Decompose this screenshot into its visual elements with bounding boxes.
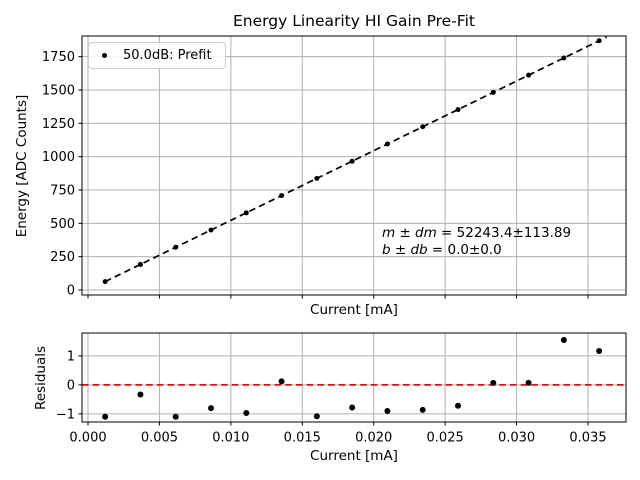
x-tick-label: 0.005	[141, 431, 178, 446]
y-tick-label: 250	[50, 250, 75, 265]
residuals-y-axis-label: Residuals	[33, 345, 49, 411]
y-tick-label: 1	[67, 349, 75, 364]
data-point	[420, 124, 426, 130]
x-tick-label: 0.030	[498, 431, 535, 446]
annotation-intercept-line: b ± db = 0.0±0.0	[382, 242, 571, 259]
y-tick-label: 1500	[42, 84, 75, 99]
data-point	[596, 38, 602, 44]
data-point	[278, 378, 285, 385]
annotation-intercept-value: = 0.0±0.0	[427, 242, 502, 258]
data-point	[349, 404, 356, 411]
data-point	[102, 279, 108, 285]
residuals-tick-labels: 0.000 0.005 0.010 0.015 0.020 0.025 0.030 0.035…	[56, 349, 607, 445]
residuals-axes-frame	[81, 332, 627, 423]
energy-linearity-tick-marks	[78, 56, 589, 299]
data-point	[349, 158, 355, 164]
data-point	[560, 336, 567, 343]
data-point	[172, 413, 179, 420]
energy-linearity-tick-labels: 0 250 500 750 1000 1250 1500 1750	[42, 50, 75, 298]
data-point	[384, 141, 390, 147]
chart-title: Energy Linearity HI Gain Pre-Fit	[233, 12, 475, 30]
residuals-tick-marks	[78, 355, 589, 426]
y-tick-label: −1	[56, 407, 75, 422]
y-tick-label: 1250	[42, 117, 75, 132]
y-tick-label: 0	[67, 284, 75, 299]
x-tick-label: 0.010	[212, 431, 249, 446]
data-point	[102, 413, 109, 420]
energy-linearity-subplot: 0 250 500 750 1000 1250 1500 1750	[42, 35, 627, 299]
fit-line	[104, 36, 607, 283]
data-point	[137, 261, 143, 267]
annotation-slope-var: m ± dm	[382, 225, 437, 241]
data-point	[208, 405, 214, 412]
main-y-axis-label: Energy [ADC Counts]	[14, 94, 30, 238]
data-point	[137, 391, 144, 398]
data-point	[419, 406, 426, 413]
fit-params-annotation: m ± dm = 52243.4±113.89 b ± db = 0.0±0.0	[382, 225, 571, 259]
annotation-slope-line: m ± dm = 52243.4±113.89	[382, 225, 571, 242]
data-point	[526, 72, 532, 78]
data-point	[561, 55, 567, 61]
x-tick-label: 0.000	[69, 431, 106, 446]
data-point	[279, 193, 285, 199]
annotation-slope-value: = 52243.4±113.89	[436, 225, 572, 241]
residuals-points	[102, 336, 603, 420]
residuals-x-axis-label: Current [mA]	[310, 448, 398, 464]
x-tick-label: 0.015	[284, 431, 321, 446]
legend-point-marker-icon	[102, 53, 107, 58]
legend-label: 50.0dB: Prefit	[123, 48, 212, 63]
annotation-intercept-var: b ± db	[382, 242, 428, 258]
x-tick-label: 0.025	[427, 431, 464, 446]
residuals-subplot: 0.000 0.005 0.010 0.015 0.020 0.025 0.030 0.035…	[56, 332, 627, 446]
main-x-axis-label: Current [mA]	[310, 302, 398, 318]
y-tick-label: 500	[50, 217, 75, 232]
data-point	[243, 410, 250, 417]
x-tick-label: 0.020	[355, 431, 392, 446]
energy-linearity-gridlines	[82, 36, 626, 295]
data-point	[314, 175, 320, 181]
energy-linearity-axes-frame	[81, 35, 627, 296]
data-point	[490, 379, 497, 386]
y-tick-label: 1750	[42, 50, 75, 65]
x-tick-label: 0.035	[569, 431, 606, 446]
data-point	[384, 407, 391, 414]
data-point	[243, 210, 249, 216]
data-point	[455, 107, 461, 113]
legend: 50.0dB: Prefit	[88, 42, 226, 69]
data-point	[490, 89, 496, 95]
data-point	[208, 227, 214, 233]
data-point	[596, 347, 603, 354]
data-point	[313, 413, 320, 420]
y-tick-label: 1000	[42, 150, 75, 165]
data-point	[525, 379, 532, 386]
y-tick-label: 750	[50, 184, 75, 199]
data-point	[173, 244, 179, 250]
y-tick-label: 0	[67, 378, 75, 393]
energy-linearity-points	[102, 38, 602, 285]
data-point	[455, 402, 461, 409]
